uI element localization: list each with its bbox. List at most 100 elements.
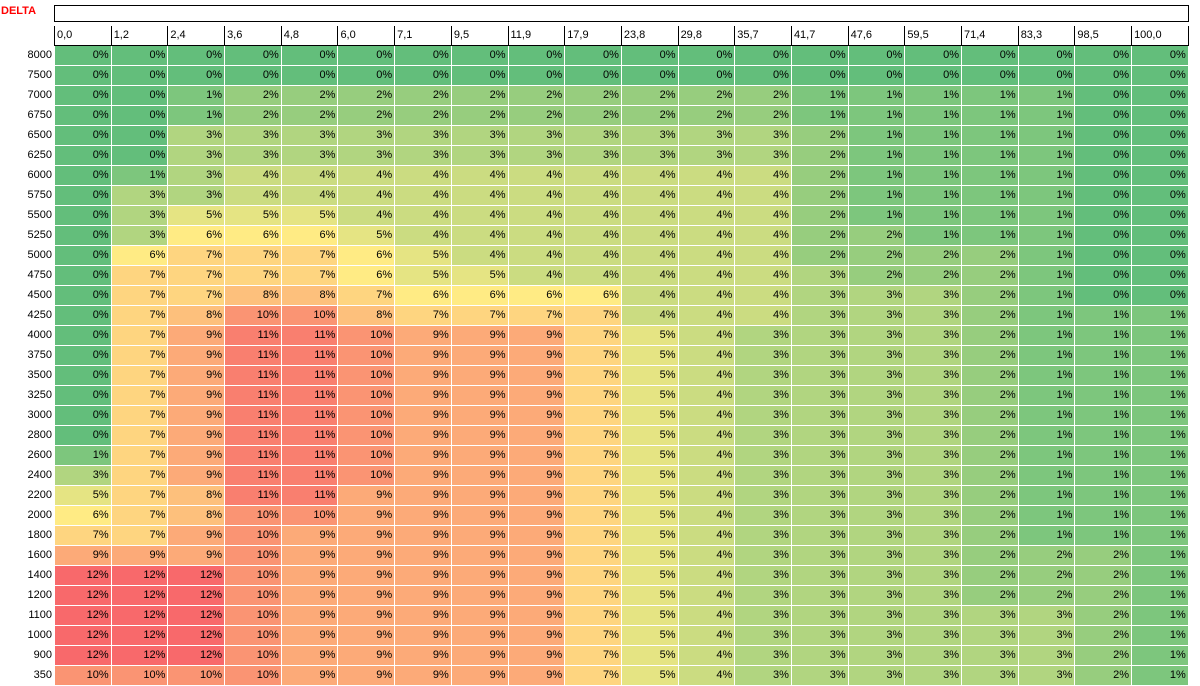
value-cell[interactable]: 2% xyxy=(848,245,905,266)
value-cell[interactable]: 7% xyxy=(564,665,622,686)
value-cell[interactable]: 3% xyxy=(904,645,962,666)
value-cell[interactable]: 2% xyxy=(1018,565,1075,586)
value-cell[interactable]: 9% xyxy=(394,585,452,606)
value-cell[interactable]: 3% xyxy=(734,545,792,566)
value-cell[interactable]: 1% xyxy=(904,205,962,226)
value-cell[interactable]: 1% xyxy=(791,85,849,106)
value-cell[interactable]: 0% xyxy=(1131,285,1189,306)
value-cell[interactable]: 3% xyxy=(734,345,792,366)
value-cell[interactable]: 0% xyxy=(54,405,112,426)
value-cell[interactable]: 7% xyxy=(111,305,168,326)
value-cell[interactable]: 9% xyxy=(281,625,338,646)
value-cell[interactable]: 3% xyxy=(848,605,905,626)
value-cell[interactable]: 0% xyxy=(621,65,679,86)
value-cell[interactable]: 4% xyxy=(678,545,735,566)
value-cell[interactable]: 3% xyxy=(111,185,168,206)
value-cell[interactable]: 4% xyxy=(621,305,679,326)
value-cell[interactable]: 4% xyxy=(224,185,282,206)
value-cell[interactable]: 1% xyxy=(961,205,1019,226)
value-cell[interactable]: 3% xyxy=(734,525,792,546)
value-cell[interactable]: 1% xyxy=(1018,85,1075,106)
value-cell[interactable]: 0% xyxy=(791,45,849,66)
value-cell[interactable]: 9% xyxy=(508,465,565,486)
value-cell[interactable]: 3% xyxy=(791,665,849,686)
value-cell[interactable]: 3% xyxy=(848,585,905,606)
value-cell[interactable]: 10% xyxy=(224,565,282,586)
value-cell[interactable]: 7% xyxy=(167,285,225,306)
value-cell[interactable]: 3% xyxy=(281,125,338,146)
value-cell[interactable]: 3% xyxy=(904,345,962,366)
value-cell[interactable]: 9% xyxy=(167,445,225,466)
column-header[interactable]: 9,5 xyxy=(450,26,509,46)
value-cell[interactable]: 2% xyxy=(961,565,1019,586)
column-header[interactable]: 35,7 xyxy=(734,26,792,46)
value-cell[interactable]: 7% xyxy=(111,465,168,486)
value-cell[interactable]: 0% xyxy=(564,65,622,86)
value-cell[interactable]: 9% xyxy=(281,665,338,686)
value-cell[interactable]: 0% xyxy=(621,45,679,66)
value-cell[interactable]: 0% xyxy=(1074,125,1132,146)
value-cell[interactable]: 3% xyxy=(564,125,622,146)
value-cell[interactable]: 1% xyxy=(1074,445,1132,466)
value-cell[interactable]: 3% xyxy=(791,405,849,426)
sheet-title[interactable]: DELTA xyxy=(1,5,37,17)
value-cell[interactable]: 0% xyxy=(54,265,112,286)
value-cell[interactable]: 1% xyxy=(111,165,168,186)
value-cell[interactable]: 10% xyxy=(337,425,395,446)
value-cell[interactable]: 3% xyxy=(508,145,565,166)
value-cell[interactable]: 1% xyxy=(961,105,1019,126)
value-cell[interactable]: 3% xyxy=(734,605,792,626)
value-cell[interactable]: 4% xyxy=(508,245,565,266)
value-cell[interactable]: 7% xyxy=(111,345,168,366)
value-cell[interactable]: 1% xyxy=(848,85,905,106)
value-cell[interactable]: 3% xyxy=(904,405,962,426)
value-cell[interactable]: 4% xyxy=(734,225,792,246)
value-cell[interactable]: 9% xyxy=(394,505,452,526)
value-cell[interactable]: 3% xyxy=(621,145,679,166)
value-cell[interactable]: 8% xyxy=(167,485,225,506)
value-cell[interactable]: 7% xyxy=(111,385,168,406)
value-cell[interactable]: 3% xyxy=(791,485,849,506)
value-cell[interactable]: 3% xyxy=(734,445,792,466)
value-cell[interactable]: 3% xyxy=(451,145,508,166)
value-cell[interactable]: 10% xyxy=(224,545,282,566)
value-cell[interactable]: 3% xyxy=(848,405,905,426)
value-cell[interactable]: 1% xyxy=(1131,525,1189,546)
value-cell[interactable]: 3% xyxy=(791,525,849,546)
value-cell[interactable]: 0% xyxy=(961,45,1019,66)
value-cell[interactable]: 2% xyxy=(224,85,282,106)
value-cell[interactable]: 1% xyxy=(1018,305,1075,326)
value-cell[interactable]: 3% xyxy=(734,125,792,146)
value-cell[interactable]: 9% xyxy=(508,645,565,666)
value-cell[interactable]: 9% xyxy=(451,385,508,406)
value-cell[interactable]: 4% xyxy=(564,185,622,206)
value-cell[interactable]: 5% xyxy=(621,545,679,566)
value-cell[interactable]: 6% xyxy=(564,285,622,306)
value-cell[interactable]: 0% xyxy=(54,145,112,166)
value-cell[interactable]: 3% xyxy=(791,425,849,446)
value-cell[interactable]: 11% xyxy=(281,325,338,346)
value-cell[interactable]: 5% xyxy=(224,205,282,226)
value-cell[interactable]: 7% xyxy=(564,585,622,606)
value-cell[interactable]: 7% xyxy=(564,405,622,426)
value-cell[interactable]: 5% xyxy=(621,525,679,546)
value-cell[interactable]: 1% xyxy=(1018,425,1075,446)
value-cell[interactable]: 1% xyxy=(54,445,112,466)
value-cell[interactable]: 3% xyxy=(848,445,905,466)
value-cell[interactable]: 2% xyxy=(961,505,1019,526)
value-cell[interactable]: 3% xyxy=(224,125,282,146)
value-cell[interactable]: 0% xyxy=(281,65,338,86)
value-cell[interactable]: 1% xyxy=(1131,425,1189,446)
value-cell[interactable]: 1% xyxy=(961,85,1019,106)
value-cell[interactable]: 3% xyxy=(848,545,905,566)
value-cell[interactable]: 3% xyxy=(167,145,225,166)
row-label[interactable]: 2400 xyxy=(0,465,55,486)
value-cell[interactable]: 0% xyxy=(1074,225,1132,246)
value-cell[interactable]: 9% xyxy=(451,565,508,586)
value-cell[interactable]: 5% xyxy=(621,425,679,446)
value-cell[interactable]: 7% xyxy=(111,265,168,286)
value-cell[interactable]: 9% xyxy=(337,545,395,566)
value-cell[interactable]: 6% xyxy=(111,245,168,266)
value-cell[interactable]: 1% xyxy=(961,225,1019,246)
value-cell[interactable]: 2% xyxy=(451,85,508,106)
